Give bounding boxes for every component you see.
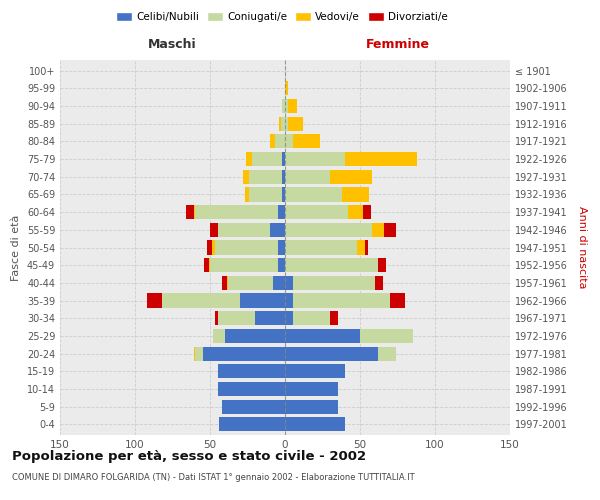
Bar — [285, 240, 357, 254]
Bar — [252, 152, 282, 166]
Bar — [246, 152, 252, 166]
Text: Maschi: Maschi — [148, 38, 197, 51]
Bar — [275, 134, 285, 148]
Bar — [285, 205, 348, 219]
Bar — [203, 346, 285, 360]
Bar — [277, 205, 285, 219]
Bar — [281, 116, 285, 131]
Bar — [285, 99, 288, 113]
Bar — [285, 382, 337, 396]
Bar — [249, 188, 282, 202]
Bar — [147, 294, 162, 308]
Text: Femmine: Femmine — [365, 38, 430, 51]
Legend: Celibi/Nubili, Coniugati/e, Vedovi/e, Divorziati/e: Celibi/Nubili, Coniugati/e, Vedovi/e, Di… — [112, 8, 452, 26]
Bar — [207, 240, 212, 254]
Bar — [279, 116, 281, 131]
Bar — [330, 170, 372, 184]
Bar — [285, 311, 293, 326]
Bar — [249, 170, 282, 184]
Bar — [285, 258, 378, 272]
Bar — [213, 329, 225, 343]
Bar — [277, 240, 285, 254]
Bar — [273, 276, 285, 290]
Bar — [218, 222, 270, 237]
Bar — [285, 116, 288, 131]
Bar — [245, 188, 249, 202]
Bar — [195, 205, 277, 219]
Text: Popolazione per età, sesso e stato civile - 2002: Popolazione per età, sesso e stato civil… — [12, 450, 366, 463]
Bar — [360, 329, 413, 343]
Bar — [375, 276, 383, 290]
Bar — [210, 222, 218, 237]
Bar — [372, 222, 384, 237]
Bar — [270, 134, 275, 148]
Bar — [222, 400, 285, 414]
Bar — [288, 99, 297, 113]
Bar — [186, 205, 193, 219]
Bar — [378, 346, 396, 360]
Bar — [193, 346, 195, 360]
Bar — [218, 382, 285, 396]
Bar — [285, 400, 337, 414]
Bar — [270, 222, 285, 237]
Bar — [195, 346, 203, 360]
Bar — [285, 170, 330, 184]
Bar — [285, 329, 360, 343]
Bar — [243, 170, 249, 184]
Y-axis label: Fasce di età: Fasce di età — [11, 214, 21, 280]
Bar — [282, 188, 285, 202]
Bar — [209, 258, 210, 272]
Bar — [285, 188, 342, 202]
Bar — [218, 364, 285, 378]
Bar — [365, 240, 367, 254]
Bar — [215, 240, 277, 254]
Bar — [222, 276, 227, 290]
Bar — [378, 258, 386, 272]
Bar — [345, 152, 417, 166]
Bar — [293, 134, 320, 148]
Bar — [285, 276, 293, 290]
Y-axis label: Anni di nascita: Anni di nascita — [577, 206, 587, 289]
Bar — [363, 205, 371, 219]
Bar — [285, 152, 345, 166]
Text: COMUNE DI DIMARO FOLGARIDA (TN) - Dati ISTAT 1° gennaio 2002 - Elaborazione TUTT: COMUNE DI DIMARO FOLGARIDA (TN) - Dati I… — [12, 472, 415, 482]
Bar — [357, 240, 365, 254]
Bar — [240, 294, 285, 308]
Bar — [285, 222, 372, 237]
Bar — [225, 329, 285, 343]
Bar — [228, 276, 273, 290]
Bar — [285, 346, 378, 360]
Bar — [218, 311, 255, 326]
Bar — [285, 294, 293, 308]
Bar — [227, 276, 228, 290]
Bar — [293, 276, 375, 290]
Bar — [219, 418, 285, 432]
Bar — [282, 170, 285, 184]
Bar — [210, 258, 277, 272]
Bar — [293, 311, 330, 326]
Bar — [285, 418, 345, 432]
Bar — [193, 205, 195, 219]
Bar — [282, 152, 285, 166]
Bar — [348, 205, 363, 219]
Bar — [277, 258, 285, 272]
Bar — [255, 311, 285, 326]
Bar — [162, 294, 240, 308]
Bar — [285, 81, 288, 96]
Bar — [330, 311, 337, 326]
Bar — [342, 188, 369, 202]
Bar — [212, 240, 215, 254]
Bar — [390, 294, 405, 308]
Bar — [215, 311, 218, 326]
Bar — [384, 222, 396, 237]
Bar — [282, 99, 285, 113]
Bar — [288, 116, 303, 131]
Bar — [293, 294, 390, 308]
Bar — [285, 364, 345, 378]
Bar — [285, 134, 293, 148]
Bar — [204, 258, 209, 272]
